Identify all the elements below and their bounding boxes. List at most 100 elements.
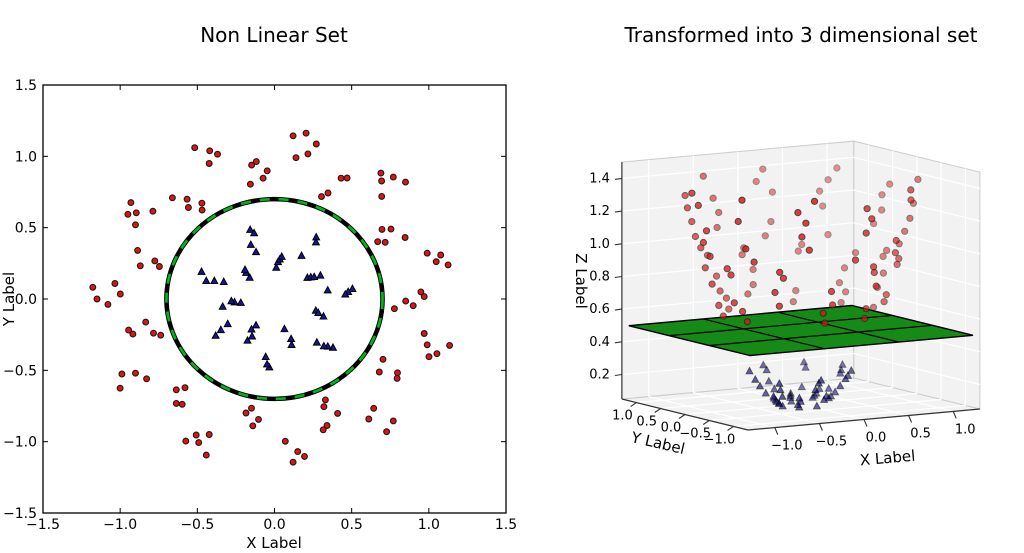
outer-point bbox=[132, 209, 140, 217]
outer-point bbox=[172, 386, 180, 394]
outer-point bbox=[242, 409, 250, 417]
inner-point-3d bbox=[759, 360, 768, 369]
outer-point bbox=[319, 426, 327, 434]
z-tick-mark-3d bbox=[614, 308, 622, 311]
z-tick-mark-3d bbox=[614, 210, 622, 213]
outer-point bbox=[394, 369, 401, 377]
outer-point bbox=[375, 368, 383, 376]
inner-point-3d bbox=[816, 375, 826, 384]
wall-grid-z-left bbox=[621, 254, 854, 278]
inner-point-3d bbox=[838, 360, 847, 368]
outer-point bbox=[304, 150, 312, 158]
outer-point-3d bbox=[907, 186, 915, 194]
inner-point bbox=[245, 272, 254, 281]
outer-point bbox=[323, 422, 331, 429]
outer-point bbox=[390, 305, 398, 313]
x-tick-label: 1.0 bbox=[418, 517, 440, 533]
outer-point bbox=[195, 439, 203, 447]
z-tick-label-3d: 0.2 bbox=[589, 367, 610, 382]
y-tick-mark-3d bbox=[702, 420, 710, 425]
inner-point-3d bbox=[847, 366, 856, 374]
outer-point-3d bbox=[862, 229, 870, 237]
outer-point-3d bbox=[798, 233, 806, 241]
z-tick-label-3d: 1.0 bbox=[589, 237, 610, 252]
outer-point bbox=[202, 451, 210, 459]
outer-point-3d bbox=[901, 227, 909, 235]
outer-point-3d bbox=[734, 217, 742, 226]
outer-point bbox=[423, 249, 431, 257]
outer-point bbox=[149, 207, 157, 215]
x-tick-label-3d: −1.0 bbox=[771, 439, 803, 454]
outer-point bbox=[134, 246, 142, 254]
outer-point bbox=[312, 140, 320, 148]
outer-point bbox=[191, 144, 199, 152]
inner-point-3d bbox=[787, 396, 796, 405]
y-tick-label-3d: −1.0 bbox=[704, 432, 736, 447]
outer-point bbox=[365, 415, 373, 423]
floor-grid-y bbox=[636, 381, 869, 404]
z-tick-mark-3d bbox=[614, 373, 622, 377]
outer-point bbox=[116, 290, 124, 298]
plane-mesh-line bbox=[702, 318, 825, 350]
outer-point-3d bbox=[805, 246, 813, 254]
outer-point-3d bbox=[725, 305, 733, 313]
outer-point bbox=[292, 154, 300, 162]
outer-point-3d bbox=[842, 288, 850, 296]
wall-grid-z-right bbox=[853, 287, 981, 320]
outer-point bbox=[205, 431, 213, 438]
outer-point-3d bbox=[895, 255, 903, 263]
outer-point-3d bbox=[872, 282, 880, 290]
outer-point bbox=[301, 452, 308, 460]
outer-point bbox=[129, 330, 137, 338]
outer-point bbox=[446, 341, 454, 349]
left-yaxis-label: Y Label bbox=[0, 272, 18, 327]
outer-point bbox=[263, 167, 271, 175]
outer-point bbox=[402, 178, 409, 186]
inner-point-3d bbox=[745, 366, 754, 375]
y-tick-label: 1.0 bbox=[15, 149, 37, 165]
outer-point bbox=[214, 150, 221, 158]
outer-point-3d bbox=[851, 256, 860, 264]
x-tick-label-3d: 1.0 bbox=[955, 422, 976, 437]
outer-point-3d bbox=[851, 249, 860, 257]
outer-point bbox=[157, 331, 165, 339]
outer-point-3d bbox=[821, 319, 829, 327]
wall-grid-z-left bbox=[621, 156, 854, 179]
outer-point-3d bbox=[789, 298, 797, 306]
wall-grid-z-left bbox=[621, 352, 854, 376]
outer-point-3d bbox=[816, 187, 824, 195]
inner-point-3d bbox=[811, 385, 820, 393]
outer-point bbox=[409, 302, 417, 310]
inner-point bbox=[262, 359, 272, 368]
inner-point bbox=[261, 352, 270, 361]
z-tick-mark-3d bbox=[614, 341, 622, 344]
x-tick-label-3d: −0.5 bbox=[816, 435, 848, 450]
outer-point bbox=[377, 169, 385, 177]
outer-point-3d bbox=[702, 227, 711, 235]
outer-point bbox=[151, 257, 159, 265]
y-tick-mark-3d bbox=[654, 408, 662, 413]
x-tick-label: 0.5 bbox=[341, 517, 363, 533]
outer-point bbox=[383, 428, 391, 436]
outer-point bbox=[127, 199, 135, 207]
outer-point-3d bbox=[794, 247, 802, 255]
y-tick-label-3d: 1.0 bbox=[612, 409, 633, 424]
y-tick-mark-3d bbox=[727, 425, 734, 431]
inner-point bbox=[280, 324, 289, 333]
outer-point bbox=[111, 280, 119, 287]
z-tick-mark-3d bbox=[614, 275, 622, 279]
outer-point-3d bbox=[819, 309, 827, 317]
inner-point bbox=[247, 331, 257, 340]
inner-point-3d bbox=[778, 392, 787, 400]
outer-point-3d bbox=[775, 302, 784, 310]
outer-point-3d bbox=[914, 175, 922, 183]
outer-point-3d bbox=[879, 252, 887, 260]
inner-point bbox=[202, 276, 211, 285]
inner-point bbox=[227, 296, 236, 305]
inner-point-3d bbox=[836, 381, 845, 390]
x-tick-label: −1.5 bbox=[26, 517, 60, 533]
outer-point-3d bbox=[712, 272, 721, 280]
outer-point bbox=[324, 189, 332, 197]
outer-point bbox=[155, 263, 163, 270]
outer-point bbox=[205, 160, 213, 167]
